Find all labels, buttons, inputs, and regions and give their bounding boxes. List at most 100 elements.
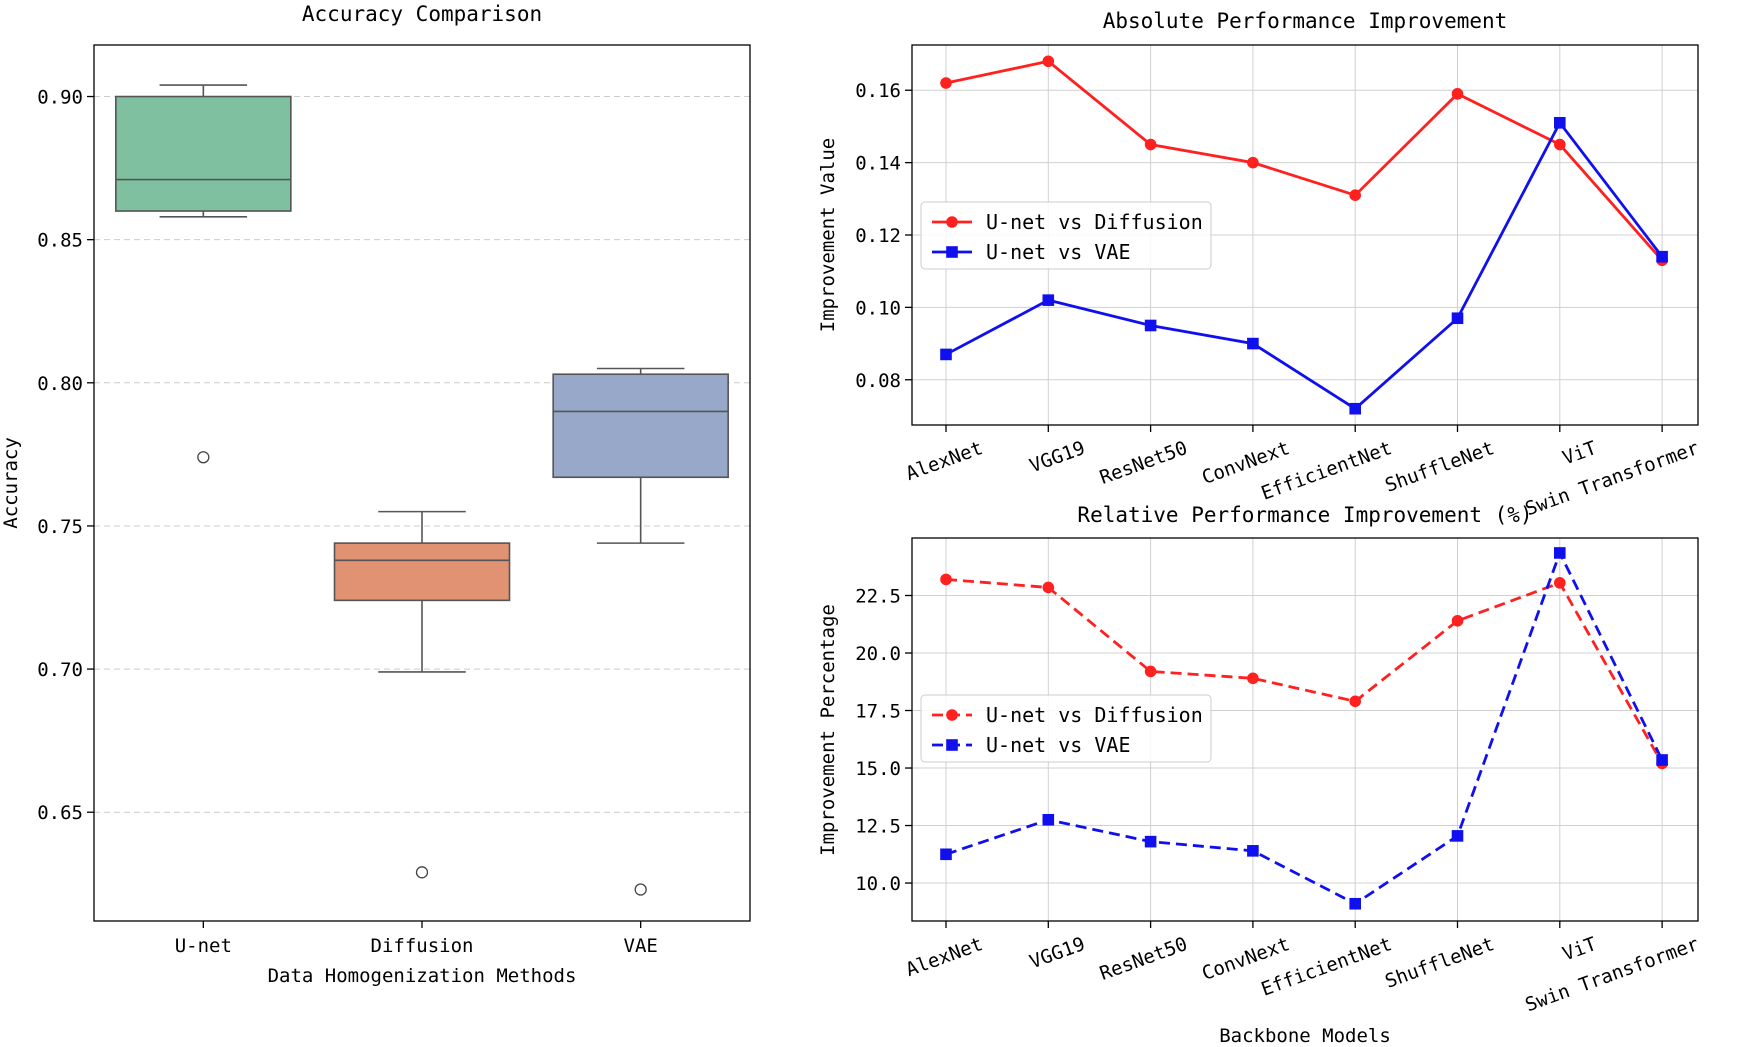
p2-ytick-label: 0.12	[855, 225, 901, 247]
accuracy-y-axis-label: Accuracy	[0, 437, 22, 529]
relative-plot-frame	[911, 537, 1699, 922]
p3-xtick-label: ResNet50	[1097, 933, 1191, 985]
accuracy-ytick-label: 0.85	[37, 230, 83, 252]
accuracy-chart-title: Accuracy Comparison	[302, 2, 542, 26]
p3-ytick-label: 10.0	[855, 873, 901, 895]
p3-point-square	[940, 848, 952, 861]
accuracy-ytick-label: 0.70	[37, 659, 83, 681]
p2-point-square	[1656, 250, 1668, 263]
p2-series-vae	[940, 117, 1668, 415]
absolute-improvement-panel: Absolute Performance Improvement 0.08 0.1…	[817, 9, 1702, 520]
p3-legend-marker-square	[946, 739, 958, 751]
p3-point-circle	[940, 573, 952, 586]
box-iqr	[333, 542, 511, 602]
p3-point-square	[1144, 835, 1157, 848]
p2-ytick-label: 0.10	[855, 297, 901, 319]
box-outlier	[634, 883, 647, 896]
absolute-y-axis-label: Improvement Value	[817, 138, 839, 332]
box-outlier	[415, 866, 429, 879]
p3-ytick-label: 20.0	[855, 643, 901, 665]
p2-point-circle	[1451, 88, 1464, 100]
p3-point-square	[1451, 830, 1464, 842]
p3-xtick-label: VGG19	[1027, 933, 1088, 973]
relative-y-axis-label: Improvement Percentage	[817, 604, 839, 856]
p3-xtick-label: ViT	[1560, 933, 1600, 965]
p3-xtick-label: ShuffleNet	[1382, 933, 1497, 993]
box-iqr	[115, 95, 292, 212]
p3-point-circle	[1349, 695, 1361, 708]
p3-point-circle	[1144, 665, 1157, 678]
p3-xtick-label: AlexNet	[903, 933, 986, 981]
accuracy-ytick-label: 0.90	[37, 87, 83, 109]
p2-series-line	[945, 59, 1664, 262]
accuracy-xtick-label: U-net	[175, 935, 232, 957]
p3-series-line	[945, 549, 1664, 906]
p3-series-diffusion	[940, 573, 1668, 770]
p3-legend-label: U-net vs Diffusion	[986, 703, 1203, 727]
p2-xtick-label: ViT	[1560, 437, 1600, 469]
p3-point-circle	[1451, 615, 1464, 627]
p2-point-square	[1554, 117, 1566, 129]
p2-ytick-label: 0.14	[855, 153, 901, 175]
absolute-chart-title: Absolute Performance Improvement	[1103, 9, 1508, 33]
p2-xtick-label: VGG19	[1027, 437, 1088, 477]
p2-legend-label: U-net vs VAE	[986, 240, 1131, 264]
accuracy-ytick-label: 0.80	[37, 373, 83, 395]
relative-improvement-panel: Relative Performance Improvement (%) 10.…	[817, 503, 1702, 1047]
relative-legend: U-net vs Diffusion U-net vs VAE	[920, 694, 1212, 763]
p3-point-circle	[1042, 581, 1055, 594]
p3-series-line	[945, 578, 1664, 765]
p3-ytick-label: 15.0	[855, 758, 901, 780]
box-iqr	[552, 373, 729, 479]
p2-point-circle	[1554, 138, 1566, 151]
p2-point-square	[1042, 294, 1055, 306]
p2-point-square	[1451, 312, 1464, 325]
p2-point-circle	[940, 77, 952, 89]
p2-point-square	[940, 348, 952, 361]
p3-ytick-label: 12.5	[855, 816, 901, 838]
accuracy-x-axis-label: Data Homogenization Methods	[268, 965, 577, 987]
p2-ytick-label: 0.08	[855, 370, 901, 392]
p3-legend-marker-circle	[946, 709, 958, 721]
p2-xtick-label: AlexNet	[903, 437, 986, 485]
box-diffusion	[333, 510, 511, 879]
p3-point-square	[1656, 754, 1668, 766]
p3-ytick-label: 17.5	[855, 701, 901, 723]
p2-point-square	[1349, 402, 1361, 415]
p2-xtick-label: Swin Transformer	[1522, 437, 1702, 520]
accuracy-xtick-label: VAE	[624, 935, 658, 957]
p3-series-vae	[940, 547, 1668, 910]
accuracy-xtick-label: Diffusion	[371, 935, 474, 957]
p2-point-square	[1247, 337, 1259, 350]
accuracy-plot-frame	[93, 44, 751, 922]
p3-point-square	[1247, 845, 1259, 857]
p2-legend-marker-circle	[946, 216, 958, 228]
p2-legend-label: U-net vs Diffusion	[986, 210, 1203, 234]
p2-xtick-label: ShuffleNet	[1382, 437, 1497, 497]
p3-legend-label: U-net vs VAE	[986, 733, 1131, 757]
p3-point-circle	[1554, 577, 1566, 589]
p3-legend-box	[920, 694, 1212, 763]
relative-chart-title: Relative Performance Improvement (%)	[1077, 503, 1532, 527]
accuracy-ytick-label: 0.75	[37, 516, 83, 538]
accuracy-ytick-label: 0.65	[37, 802, 83, 824]
p2-point-circle	[1144, 138, 1157, 151]
p2-legend-marker-square	[946, 246, 958, 258]
accuracy-comparison-panel: Accuracy Comparison 0.65 0.70 0.75 0.80 0.85…	[0, 2, 751, 987]
p3-point-circle	[1247, 672, 1259, 685]
relative-x-axis-label: Backbone Models	[1219, 1025, 1391, 1047]
p2-legend-box	[920, 201, 1212, 270]
p2-ytick-label: 0.16	[855, 80, 901, 102]
p2-point-circle	[1247, 156, 1259, 169]
p2-series-line	[945, 120, 1664, 411]
p2-point-circle	[1349, 189, 1361, 201]
box-u-net	[115, 84, 292, 464]
box-outlier	[197, 451, 210, 464]
absolute-plot-frame	[911, 44, 1699, 426]
p2-point-square	[1144, 319, 1157, 332]
p3-ytick-label: 22.5	[855, 586, 901, 608]
p3-point-square	[1042, 813, 1055, 826]
p3-xtick-label: Swin Transformer	[1522, 933, 1702, 1016]
absolute-legend: U-net vs Diffusion U-net vs VAE	[920, 201, 1212, 270]
